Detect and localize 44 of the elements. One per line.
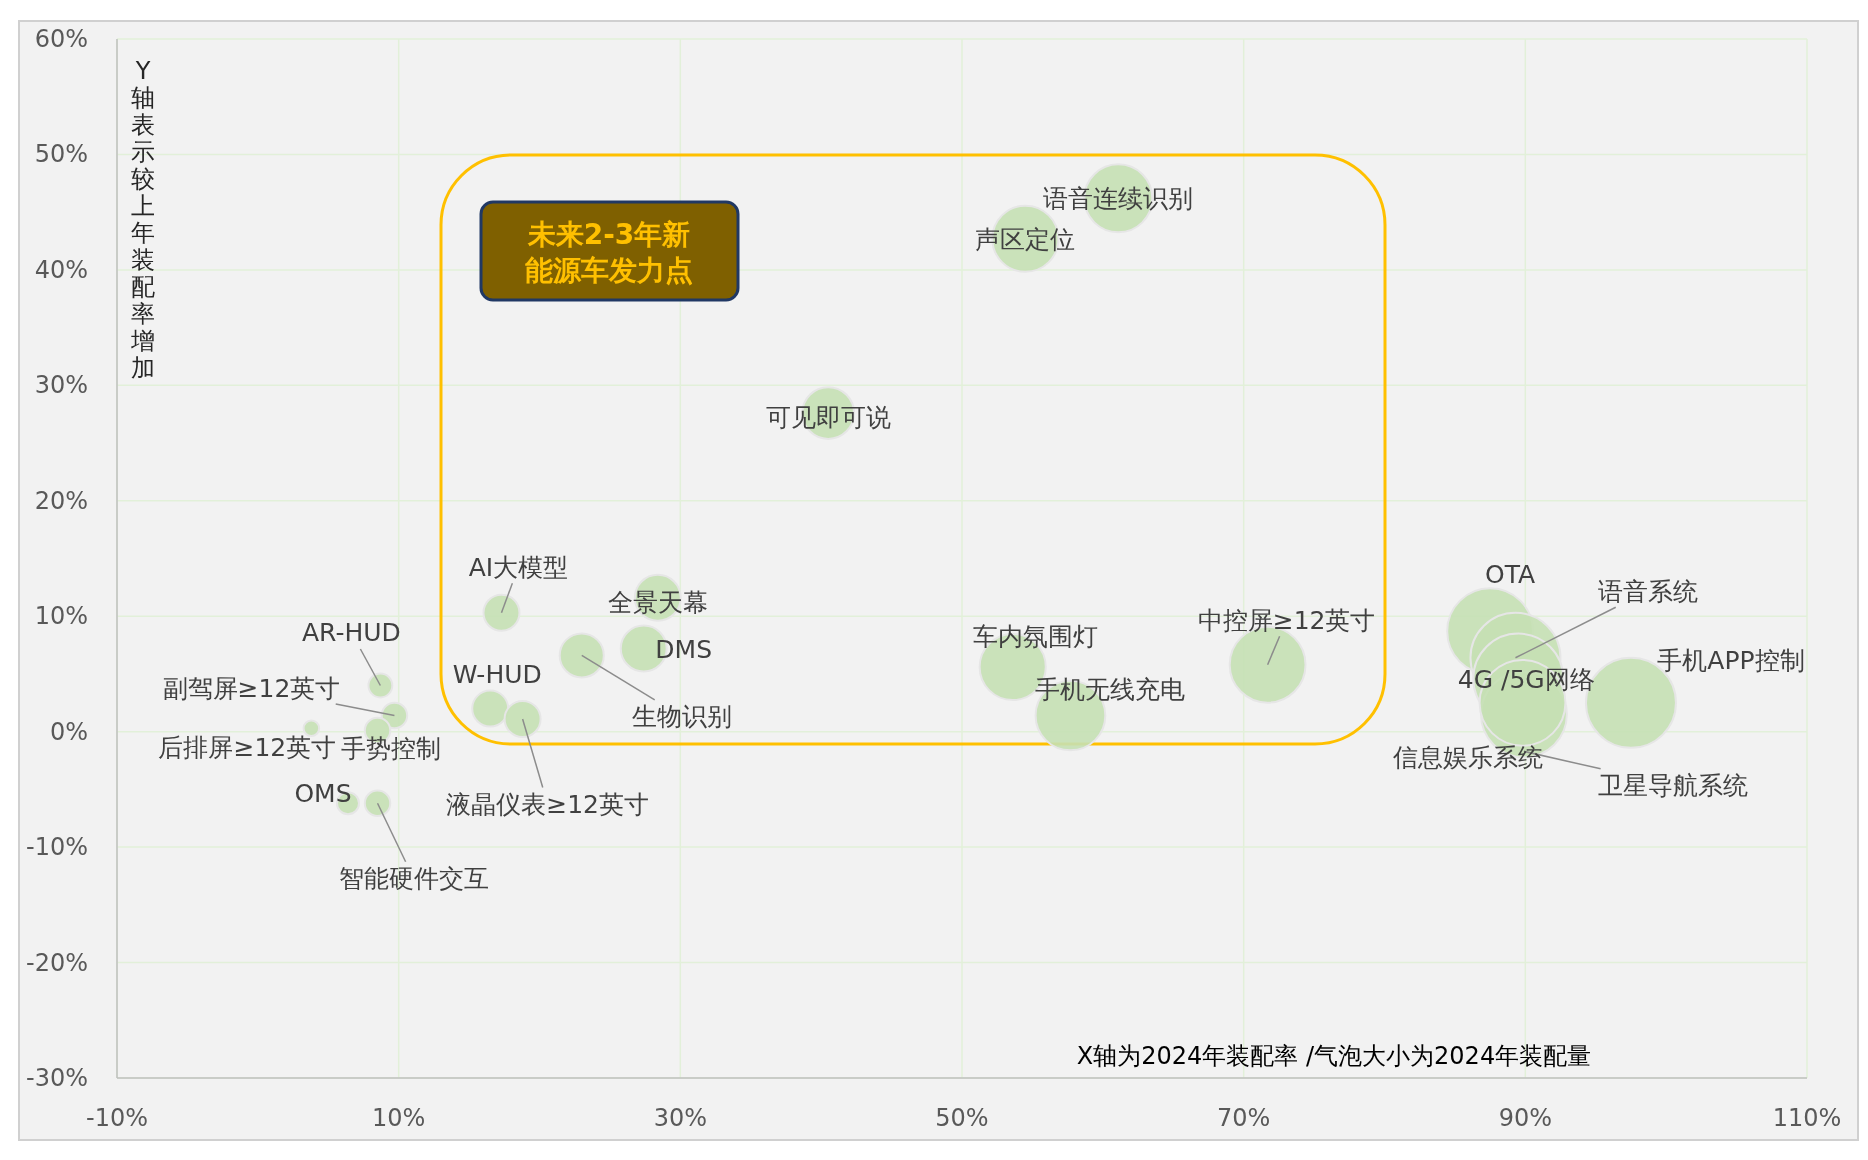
series-label: OTA [1485,560,1536,590]
series-label: 信息娱乐系统 [1392,742,1543,772]
series-label: 车内氛围灯 [973,622,1099,652]
y-tick-label: -10% [25,833,88,862]
text: 液晶仪表≥12英寸 [446,789,649,819]
series-label: 中控屏≥12英寸 [1197,605,1376,635]
y-tick-label: 10% [34,602,88,631]
y-tick-label: 30% [34,371,88,400]
x-tick-label: 90% [1498,1104,1553,1132]
series-label: W-HUD [452,659,542,689]
series-label: 4G /5G网络 [1457,664,1595,694]
series-label: 副驾屏≥12英寸 [162,673,341,703]
x-tick-label: 10% [371,1104,426,1132]
series-label: OMS [294,779,352,809]
y-tick-label: -20% [25,948,88,977]
text: 智能硬件交互 [338,864,489,894]
annotation: X轴为2024年装配率 /气泡大小为2024年装配量 [1076,1042,1592,1070]
series-label: 可见即可说 [765,403,891,433]
series-label: 手势控制 [340,733,441,763]
series-label: 手机无线充电 [1035,674,1186,704]
series-label: 手机APP控制 [1657,645,1805,675]
series-label: 后排屏≥12英寸 [158,733,337,763]
series-label: AI大模型 [468,552,569,582]
x-tick-label: 50% [935,1104,989,1132]
series-label: 声区定位 [975,224,1076,254]
annotation: 未来2-3年新能源车发力点 [525,218,693,287]
series-label: 语音连续识别 [1043,184,1194,214]
y-tick-label: 60% [34,25,88,53]
series-label: DMS [655,634,713,664]
y-tick-label: 50% [34,140,88,169]
series-label: 生物识别 [631,702,732,732]
text: 语音系统 [1598,576,1699,606]
x-tick-label: 110% [1772,1104,1842,1132]
text: 卫星导航系统 [1597,771,1748,801]
text: Y轴表示较上年装配率增加 [131,57,155,382]
series-label: AR-HUD [301,618,401,648]
x-tick-label: 30% [653,1104,708,1132]
y-tick-label: 20% [34,486,88,515]
series-label: 全景天幕 [607,587,708,617]
y-tick-label: 40% [34,255,88,284]
y-tick-label: -30% [25,1064,88,1092]
x-tick-label: -10% [85,1104,149,1132]
x-tick-label: 70% [1216,1104,1271,1132]
y-tick-label: 0% [49,717,88,746]
